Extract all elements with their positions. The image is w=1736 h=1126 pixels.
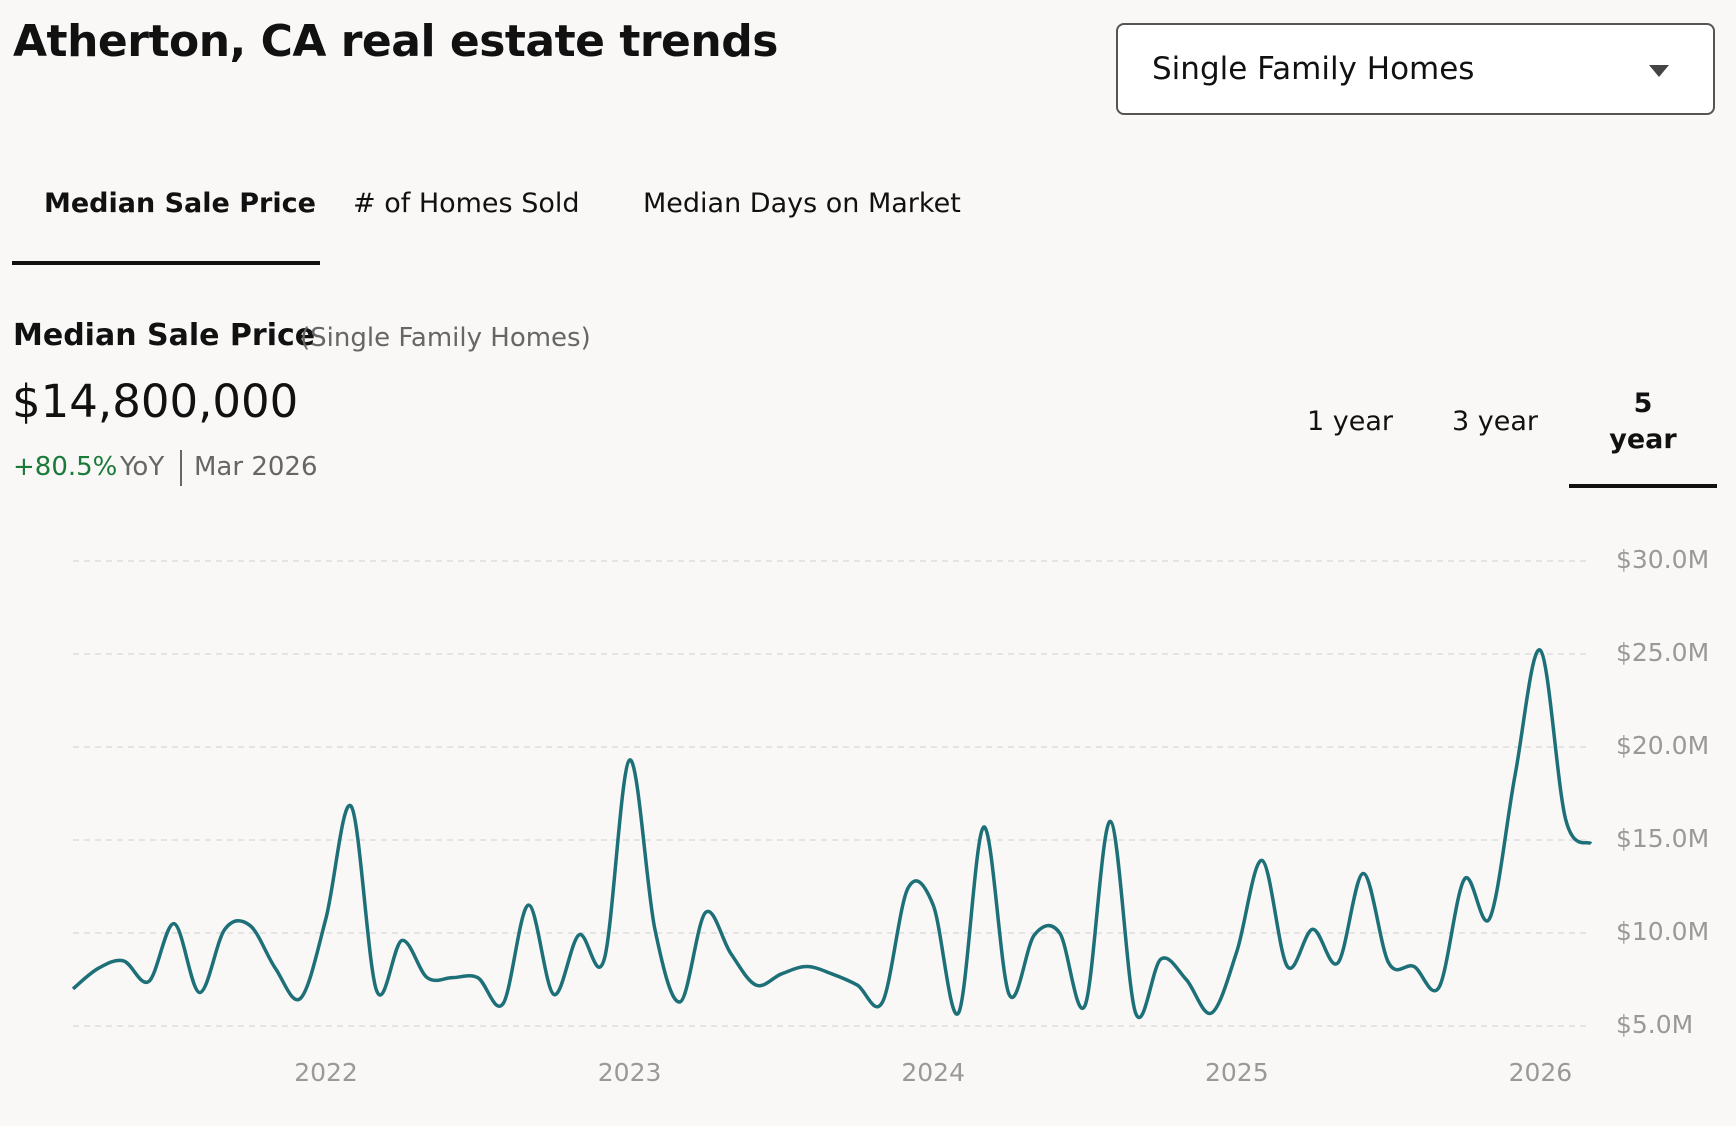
x-tick-label: 2026 [1509,1058,1573,1087]
current-price: $14,800,000 [12,375,299,428]
section-heading: Median Sale Price [13,318,316,353]
x-tick-label: 2022 [294,1058,358,1087]
price-date: Mar 2026 [194,452,318,482]
active-tab-underline [12,261,320,265]
tab[interactable]: # of Homes Sold [353,188,580,219]
range-button[interactable]: 1 year [1307,406,1393,437]
y-tick-label: $25.0M [1616,638,1709,667]
active-range-underline [1569,484,1717,488]
y-tick-label: $20.0M [1616,731,1709,760]
page-title: Atherton, CA real estate trends [13,16,778,67]
range-button[interactable]: 5 year [1609,388,1677,455]
y-tick-label: $10.0M [1616,917,1709,946]
range-button[interactable]: 3 year [1452,406,1538,437]
y-tick-label: $30.0M [1616,545,1709,574]
yoy-label: YoY [120,452,165,482]
tab[interactable]: Median Sale Price [44,188,316,219]
property-dropdown[interactable]: Single Family Homes [1116,23,1715,115]
x-tick-label: 2023 [598,1058,662,1087]
y-tick-label: $15.0M [1616,824,1709,853]
x-tick-label: 2024 [901,1058,965,1087]
section-subheading: (Single Family Homes) [300,323,591,353]
separator [180,450,182,486]
yoy-change: +80.5% [13,452,118,482]
price-line [71,648,1593,1019]
y-tick-label: $5.0M [1616,1010,1693,1039]
tab[interactable]: Median Days on Market [643,188,961,219]
x-tick-label: 2025 [1205,1058,1269,1087]
